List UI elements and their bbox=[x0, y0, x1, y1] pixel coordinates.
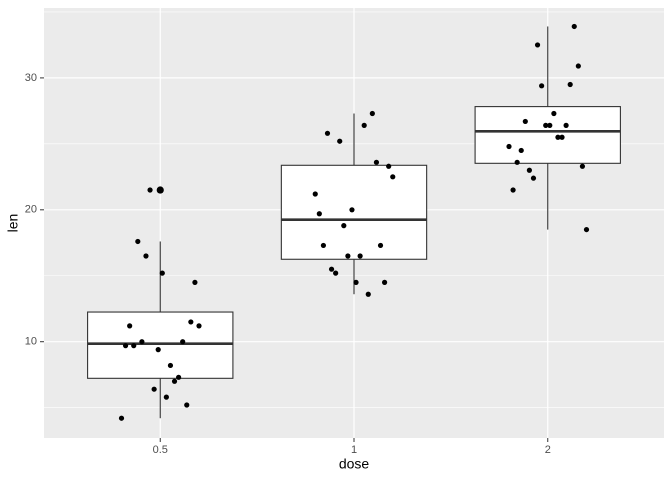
watermark: https://blog.csdn.net/Allenhuhu bbox=[473, 453, 664, 469]
jitter-point bbox=[361, 122, 367, 128]
jitter-point bbox=[176, 374, 182, 380]
jitter-point bbox=[345, 253, 351, 259]
jitter-point bbox=[139, 339, 145, 345]
jitter-point bbox=[328, 266, 335, 272]
jitter-point bbox=[559, 134, 565, 140]
jitter-point bbox=[543, 122, 549, 128]
jitter-point bbox=[539, 83, 545, 89]
jitter-point bbox=[192, 279, 198, 285]
x-axis-title: dose bbox=[339, 456, 370, 472]
jitter-point bbox=[147, 187, 153, 193]
jitter-point bbox=[312, 191, 318, 197]
x-tick-label: 2 bbox=[545, 444, 551, 456]
jitter-point bbox=[118, 415, 125, 421]
jitter-point bbox=[349, 207, 355, 213]
jitter-point bbox=[151, 386, 157, 392]
jitter-point bbox=[365, 291, 371, 297]
jitter-point bbox=[127, 323, 133, 329]
jitter-point bbox=[135, 238, 141, 245]
jitter-point bbox=[122, 343, 129, 349]
jitter-point bbox=[547, 122, 553, 128]
jitter-point bbox=[518, 147, 524, 154]
box bbox=[474, 106, 621, 164]
x-tick-label: 0.5 bbox=[153, 444, 168, 456]
jitter-point bbox=[575, 63, 581, 69]
jitter-point bbox=[522, 118, 528, 125]
jitter-point bbox=[551, 110, 557, 117]
jitter-point bbox=[171, 378, 178, 384]
jitter-point bbox=[369, 110, 375, 117]
jitter-point bbox=[353, 279, 359, 285]
jitter-point bbox=[386, 163, 392, 169]
jitter-point bbox=[506, 143, 512, 150]
x-tick-label: 1 bbox=[351, 444, 357, 456]
y-tick-label: 10 bbox=[25, 336, 37, 348]
jitter-point bbox=[180, 339, 186, 345]
jitter-point bbox=[155, 347, 161, 353]
jitter-point bbox=[530, 175, 537, 181]
jitter-point bbox=[337, 138, 343, 144]
jitter-point bbox=[333, 270, 339, 276]
jitter-point bbox=[167, 362, 174, 369]
box bbox=[280, 164, 428, 260]
y-tick-label: 30 bbox=[25, 72, 37, 84]
jitter-point bbox=[184, 402, 190, 408]
jitter-point bbox=[373, 159, 380, 165]
y-tick-label: 20 bbox=[25, 204, 37, 216]
jitter-point bbox=[324, 130, 331, 136]
jitter-point bbox=[131, 343, 137, 349]
jitter-point bbox=[188, 319, 194, 325]
jitter-point bbox=[534, 42, 541, 48]
jitter-point bbox=[196, 323, 202, 329]
jitter-point bbox=[514, 159, 520, 165]
jitter-point bbox=[381, 279, 388, 285]
y-axis-title: len bbox=[5, 214, 21, 233]
jitter-point bbox=[143, 253, 149, 259]
jitter-point bbox=[341, 223, 347, 229]
outlier bbox=[156, 186, 164, 194]
jitter-point bbox=[159, 270, 165, 276]
jitter-point bbox=[320, 242, 327, 249]
jitter-point bbox=[555, 134, 561, 140]
jitter-point bbox=[579, 163, 586, 169]
watermark: 知乎 @Rookie宇 bbox=[529, 441, 655, 460]
jitter-point bbox=[316, 211, 322, 217]
jitter-point bbox=[583, 226, 590, 233]
jitter-point bbox=[563, 122, 569, 128]
jitter-point bbox=[571, 23, 577, 30]
jitter-point bbox=[357, 253, 363, 259]
jitter-point bbox=[390, 174, 396, 180]
jitter-point bbox=[526, 167, 532, 173]
jitter-point bbox=[510, 187, 516, 193]
jitter-point bbox=[567, 81, 573, 88]
jitter-point bbox=[163, 394, 169, 400]
marks bbox=[87, 23, 621, 421]
jitter-point bbox=[377, 242, 384, 249]
box bbox=[87, 311, 234, 379]
